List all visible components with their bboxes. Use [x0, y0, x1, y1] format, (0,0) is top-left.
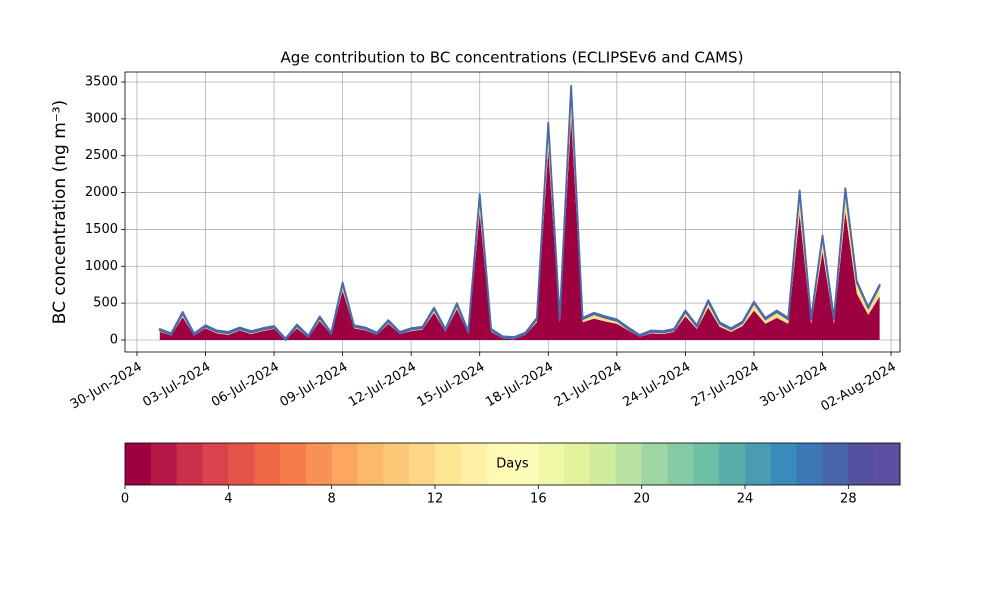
colorbar-bin [693, 443, 720, 485]
colorbar-bin [615, 443, 643, 485]
x-tick-label: 06-Jul-2024 [209, 360, 282, 411]
colorbar-tick-label: 20 [633, 492, 650, 507]
colorbar-tick-label: 12 [427, 492, 444, 507]
colorbar-bin [383, 443, 410, 485]
colorbar-bin [125, 443, 152, 485]
colorbar-bin [590, 443, 617, 485]
colorbar-bin [150, 443, 178, 485]
plot-frame [124, 71, 901, 353]
colorbar-bin [512, 443, 539, 485]
colorbar-bin [228, 443, 255, 485]
colorbar-bin [305, 443, 333, 485]
chart-title: Age contribution to BC concentrations (E… [281, 49, 744, 67]
y-tick-label: 2500 [85, 148, 118, 163]
x-tick-label: 24-Jul-2024 [620, 360, 693, 411]
colorbar-bin [486, 443, 513, 485]
y-tick-label: 3000 [85, 111, 118, 126]
colorbar-label: Days [496, 457, 529, 472]
colorbar-bin [874, 443, 901, 485]
colorbar-bin [641, 443, 668, 485]
colorbar-frame [124, 442, 901, 486]
colorbar-tick-label: 24 [737, 492, 754, 507]
colorbar-bin [822, 443, 849, 485]
colorbar-bin [331, 443, 358, 485]
area-layer [159, 117, 880, 340]
colorbar-bin [745, 443, 772, 485]
y-tick-label: 1000 [85, 259, 118, 274]
x-tick-label: 21-Jul-2024 [552, 360, 625, 411]
y-tick-label: 500 [93, 296, 118, 311]
x-tick-label: 09-Jul-2024 [278, 360, 351, 411]
grid [125, 72, 900, 352]
colorbar-bin [357, 443, 384, 485]
colorbar-bin [564, 443, 591, 485]
x-tick-label: 18-Jul-2024 [483, 360, 556, 411]
x-tick-label: 30-Jun-2024 [68, 360, 145, 413]
colorbar-bin [538, 443, 565, 485]
x-tick-label: 02-Aug-2024 [818, 360, 898, 415]
colorbar-bin [254, 443, 281, 485]
colorbar-tick-label: 16 [530, 492, 547, 507]
colorbar-bin [667, 443, 694, 485]
colorbar-bin [409, 443, 436, 485]
x-tick-label: 27-Jul-2024 [689, 360, 762, 411]
colorbar-tick-label: 8 [328, 492, 336, 507]
colorbar-bin [719, 443, 746, 485]
colorbar-tick-label: 0 [121, 492, 129, 507]
x-tick-label: 12-Jul-2024 [346, 360, 419, 411]
y-axis-label: BC concentration (ng m⁻³) [50, 100, 70, 324]
colorbar-bin [435, 443, 462, 485]
colorbar-tick-label: 4 [224, 492, 232, 507]
y-tick-label: 1500 [85, 222, 118, 237]
area-layer [158, 84, 881, 341]
colorbar-bin [460, 443, 488, 485]
y-tick-label: 3500 [85, 75, 118, 90]
colorbar-bin [280, 443, 307, 485]
colorbar-bin [848, 443, 875, 485]
y-tick-label: 2000 [85, 185, 118, 200]
x-tick-label: 03-Jul-2024 [140, 360, 213, 411]
area-layer [159, 87, 880, 340]
colorbar-bin [796, 443, 823, 485]
y-tick-label: 0 [110, 332, 118, 347]
colorbar-bin [770, 443, 798, 485]
colorbar-tick-label: 28 [840, 492, 857, 507]
colorbar-bin [176, 443, 203, 485]
x-tick-label: 15-Jul-2024 [415, 360, 488, 411]
colorbar-bin [202, 443, 229, 485]
